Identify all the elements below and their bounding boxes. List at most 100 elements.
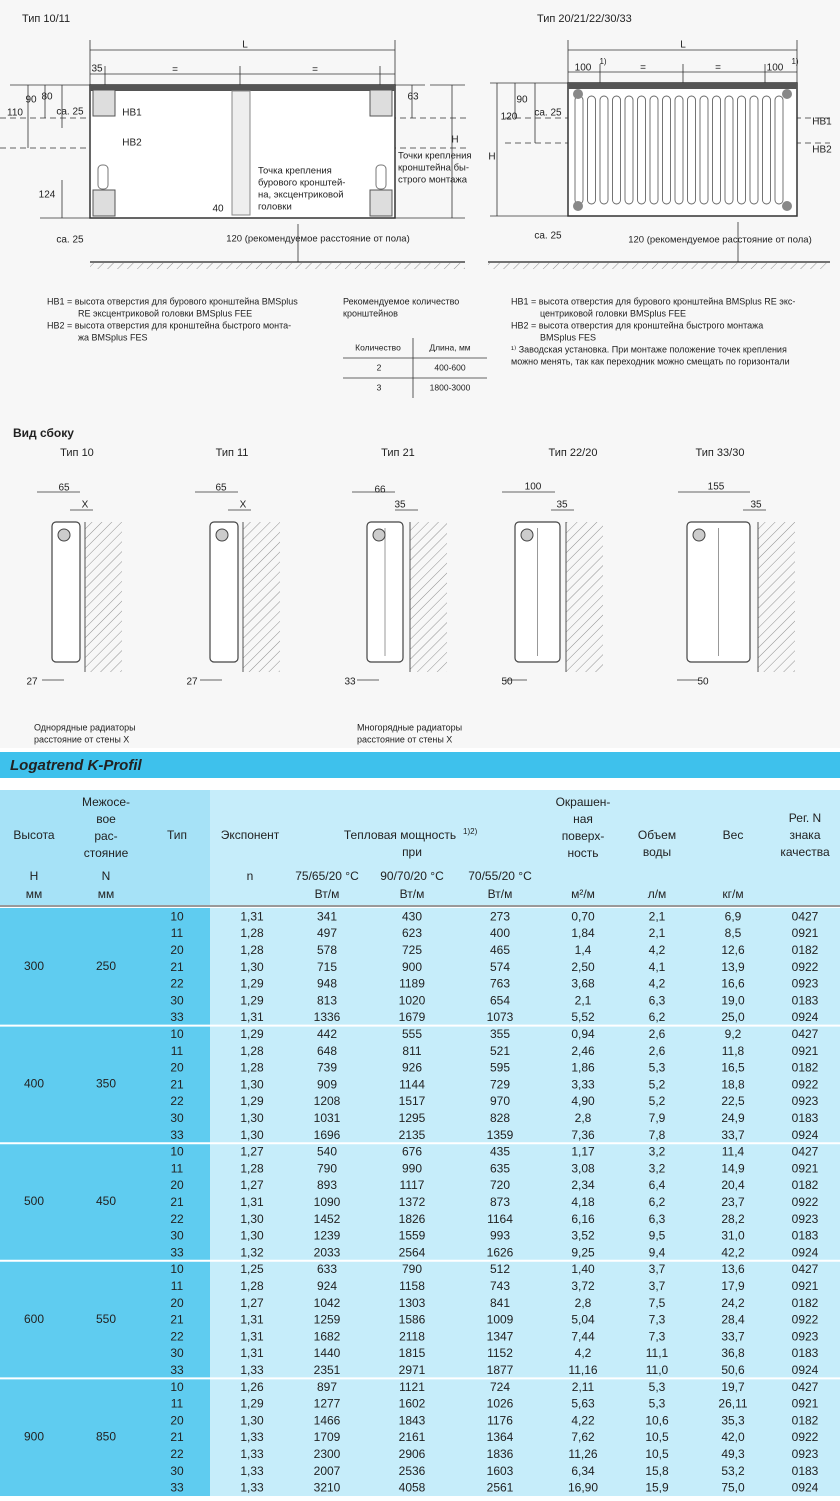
dimension-label: 27 <box>26 677 38 688</box>
table-cell: 4058 <box>399 1481 426 1495</box>
table-cell: 11 <box>171 1044 184 1058</box>
bracket-table-lines <box>343 338 487 398</box>
valve <box>215 528 229 542</box>
table-cell: 1,84 <box>571 926 595 940</box>
table-cell: 42,0 <box>721 1430 745 1444</box>
table-cell: 0921 <box>792 1397 819 1411</box>
group-left-bg <box>0 1378 210 1496</box>
floor-note: 120 (рекомендуемое расстояние от пола) <box>628 235 812 246</box>
note-text: HB2 = высота отверстия для кронштейна бы… <box>511 320 763 330</box>
table-cell: 724 <box>490 1380 510 1394</box>
table-cell: 909 <box>317 1077 337 1091</box>
table-cell: 926 <box>402 1061 422 1075</box>
table-cell: 813 <box>317 993 337 1007</box>
table-cell: 1347 <box>487 1329 514 1343</box>
table-cell: 75,0 <box>721 1481 745 1495</box>
table-cell: 33 <box>170 1363 184 1377</box>
dimension-label: = <box>640 63 646 74</box>
radiator-body <box>209 521 239 663</box>
header-cell: качества <box>780 845 830 859</box>
valve <box>57 528 71 542</box>
table-cell: 28,4 <box>721 1313 745 1327</box>
bracket-header: Длина, мм <box>429 342 470 352</box>
table-cell: 2,46 <box>571 1044 595 1058</box>
table-cell: 21 <box>170 1195 184 1209</box>
note-text: HB2 = высота отверстия для кронштейна бы… <box>47 320 291 330</box>
header-cell: H <box>30 869 39 883</box>
table-cell: 512 <box>490 1262 510 1276</box>
table-cell: 873 <box>490 1195 510 1209</box>
table-cell: 2,6 <box>649 1027 666 1041</box>
table-cell: 893 <box>317 1178 337 1192</box>
table-cell: 3,33 <box>571 1077 595 1091</box>
table-cell: 1144 <box>399 1077 425 1091</box>
table-cell: 0924 <box>792 1245 819 1259</box>
table-cell: 10 <box>170 1027 184 1041</box>
header-cell: при <box>402 845 422 859</box>
front-left-drawing <box>0 40 470 269</box>
dimension-label: 35 <box>556 500 568 511</box>
floor-note: 120 (рекомендуемое расстояние от пола) <box>226 234 410 245</box>
table-cell: 2007 <box>314 1464 341 1478</box>
dimension-label: ca. 25 <box>534 108 562 119</box>
valve <box>692 528 706 542</box>
dimension-label: 65 <box>58 483 70 494</box>
table-cell: 6,2 <box>649 1010 666 1024</box>
table-cell: 1843 <box>399 1413 426 1427</box>
table-cell: 2536 <box>399 1464 426 1478</box>
header-cell: Высота <box>13 828 55 842</box>
table-cell: 11,0 <box>646 1363 669 1377</box>
table-cell: 350 <box>96 1077 116 1091</box>
table-cell: 442 <box>317 1027 337 1041</box>
table-cell: 53,2 <box>721 1464 745 1478</box>
table-cell: 15,8 <box>645 1464 669 1478</box>
table-cell: 450 <box>96 1194 116 1208</box>
table-cell: 7,8 <box>649 1128 666 1142</box>
table-cell: 2,50 <box>571 960 595 974</box>
table-cell: 49,3 <box>721 1447 745 1461</box>
table-cell: 0923 <box>792 977 819 991</box>
dimension-label: 124 <box>39 190 56 201</box>
table-cell: 1,4 <box>575 943 592 957</box>
table-cell: 0923 <box>792 1094 819 1108</box>
radiator-body <box>51 521 81 663</box>
table-cell: 635 <box>490 1161 510 1175</box>
table-cell: 1,33 <box>240 1447 264 1461</box>
note-text: HB1 = высота отверстия для бурового крон… <box>511 296 795 306</box>
table-cell: 1359 <box>487 1128 514 1142</box>
header-cell: N <box>102 869 111 883</box>
table-cell: 465 <box>490 943 510 957</box>
fin <box>774 95 784 205</box>
table-cell: 2300 <box>314 1447 341 1461</box>
note-text: жа BMSplus FES <box>78 332 148 342</box>
table-cell: 4,22 <box>571 1413 595 1427</box>
table-cell: 1626 <box>487 1245 514 1259</box>
table-cell: 0924 <box>792 1481 819 1495</box>
table-cell: 0427 <box>792 1145 819 1159</box>
table-cell: 1121 <box>399 1380 425 1394</box>
drawing-title: Тип 10/11 <box>22 13 70 25</box>
table-cell: 0923 <box>792 1212 819 1226</box>
table-cell: 500 <box>24 1194 44 1208</box>
table-cell: 0922 <box>792 1430 819 1444</box>
table-cell: 1,28 <box>240 926 264 940</box>
table-cell: 1020 <box>399 993 426 1007</box>
table-cell: 6,3 <box>649 993 666 1007</box>
fin <box>624 95 634 205</box>
header-cell: Вт/м <box>315 887 340 901</box>
dimension-label: HB1 <box>122 108 142 119</box>
table-cell: 22 <box>170 1094 184 1108</box>
dimension-label: HB2 <box>812 145 832 156</box>
table-cell: 21 <box>170 960 184 974</box>
callout-text: строго монтажа <box>398 175 468 186</box>
header-note: 1)2) <box>463 827 478 836</box>
wall <box>758 522 795 672</box>
table-cell: 1031 <box>314 1111 341 1125</box>
drawing-title: Тип 20/21/22/30/33 <box>537 13 632 25</box>
table-cell: 3210 <box>314 1481 341 1495</box>
table-cell: 1,33 <box>240 1363 264 1377</box>
header-cell: 90/70/20 °C <box>380 869 444 883</box>
callout-text: Точки крепления <box>398 151 472 162</box>
header-cell: ность <box>567 846 598 860</box>
wall <box>243 522 280 672</box>
